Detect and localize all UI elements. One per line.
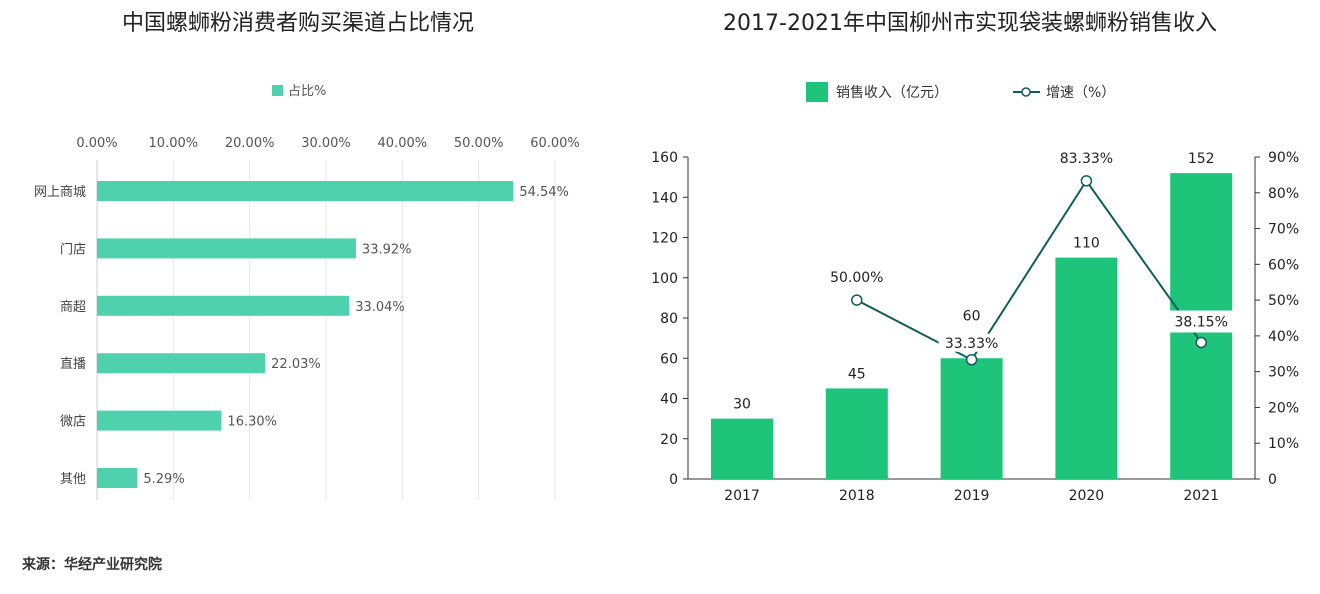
right-tick-label: 60%	[1268, 257, 1299, 273]
data-label: 16.30%	[227, 415, 277, 430]
x-tick-label: 10.00%	[149, 136, 199, 151]
growth-label: 83.33%	[1060, 151, 1113, 167]
left-legend-label: 占比%	[288, 84, 326, 99]
growth-marker	[1195, 336, 1207, 349]
revenue-label: 30	[733, 397, 751, 413]
right-tick-label: 20%	[1268, 400, 1299, 416]
right-tick-label: 30%	[1268, 365, 1299, 381]
bar	[97, 353, 266, 374]
right-tick-label: 0	[1268, 472, 1277, 488]
data-label: 33.04%	[355, 300, 405, 315]
label-background	[1168, 310, 1235, 333]
x-tick-label: 2021	[1183, 488, 1219, 504]
right-legend-bar-swatch	[806, 82, 828, 102]
category-label: 其他	[60, 472, 86, 487]
x-tick-label: 2020	[1069, 488, 1105, 504]
category-label: 网上商城	[34, 185, 86, 200]
growth-label: 38.15%	[1175, 315, 1228, 331]
x-tick-label: 20.00%	[225, 136, 275, 151]
revenue-label: 152	[1188, 151, 1215, 167]
right-tick-label: 50%	[1268, 293, 1299, 309]
left-tick-label: 0	[669, 472, 678, 488]
revenue-bar	[940, 358, 1003, 479]
category-label: 微店	[60, 415, 86, 430]
x-tick-label: 40.00%	[378, 136, 428, 151]
left-tick-label: 40	[660, 392, 678, 408]
data-label: 22.03%	[271, 357, 321, 372]
left-legend-swatch	[272, 85, 283, 96]
right-tick-label: 40%	[1268, 329, 1299, 345]
right-legend-marker	[1021, 87, 1031, 97]
category-label: 门店	[60, 242, 86, 257]
right-chart-title: 2017-2021年中国柳州市实现袋装螺蛳粉销售收入	[723, 11, 1217, 36]
growth-marker	[1080, 175, 1093, 187]
source-note: 来源：华经产业研究院	[21, 556, 162, 573]
x-tick-label: 2017	[724, 488, 760, 504]
right-legend-bar-label: 销售收入（亿元）	[836, 85, 948, 101]
right-tick-label: 80%	[1268, 186, 1299, 202]
left-tick-label: 80	[660, 311, 678, 327]
x-tick-label: 30.00%	[301, 136, 351, 151]
revenue-bar	[1055, 257, 1118, 479]
revenue-bar	[825, 388, 888, 479]
x-tick-label: 60.00%	[530, 136, 580, 151]
left-tick-label: 100	[651, 271, 678, 287]
x-tick-label: 0.00%	[76, 136, 117, 151]
growth-label: 33.33%	[945, 336, 998, 352]
growth-marker	[965, 354, 978, 366]
growth-label: 50.00%	[830, 270, 883, 286]
bar	[97, 238, 356, 259]
growth-line	[856, 179, 1203, 362]
growth-marker	[851, 294, 863, 306]
bar	[97, 468, 138, 488]
revenue-label: 110	[1073, 236, 1100, 252]
right-tick-label: 70%	[1268, 222, 1299, 238]
bar	[97, 181, 514, 201]
x-tick-label: 50.00%	[454, 136, 504, 151]
left-tick-label: 60	[660, 351, 678, 367]
category-label: 商超	[60, 300, 86, 315]
right-legend-line-label: 增速（%）	[1046, 85, 1115, 101]
left-tick-label: 140	[651, 190, 678, 206]
left-chart-title: 中国螺蛳粉消费者购买渠道占比情况	[122, 11, 474, 36]
category-label: 直播	[60, 357, 86, 372]
right-tick-label: 10%	[1268, 436, 1299, 452]
revenue-label: 60	[963, 308, 981, 324]
data-label: 5.29%	[143, 472, 184, 487]
x-tick-label: 2018	[839, 488, 875, 504]
x-tick-label: 2019	[954, 488, 990, 504]
left-tick-label: 20	[660, 432, 678, 448]
bar	[97, 295, 350, 316]
left-tick-label: 160	[651, 150, 678, 166]
data-label: 54.54%	[519, 185, 569, 200]
data-label: 33.92%	[362, 242, 412, 257]
revenue-bar	[711, 418, 773, 479]
bar	[97, 410, 222, 431]
left-tick-label: 120	[651, 231, 678, 247]
revenue-label: 45	[848, 366, 866, 382]
right-tick-label: 90%	[1268, 150, 1299, 166]
label-background	[938, 333, 1005, 352]
